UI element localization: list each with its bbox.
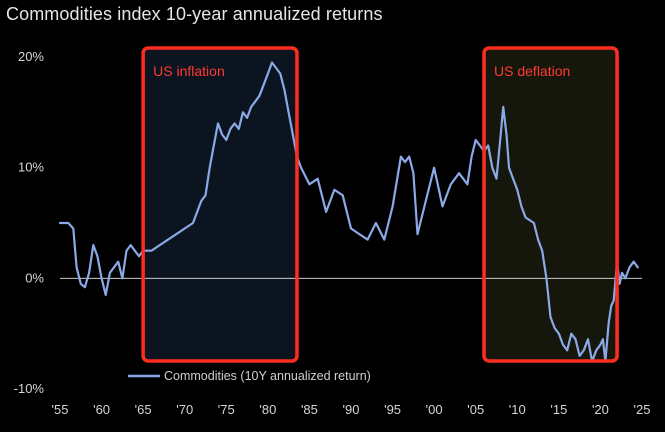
y-tick-label: 10% [18,160,44,175]
x-tick-label: '00 [426,402,443,417]
x-tick-label: '95 [384,402,401,417]
chart-title: Commodities index 10-year annualized ret… [6,4,383,24]
annotation-region-fill [143,48,297,361]
x-tick-label: '85 [301,402,318,417]
x-tick-label: '05 [467,402,484,417]
x-tick-label: '80 [259,402,276,417]
annotation-box [141,46,299,363]
legend-label: Commodities (10Y annualized return) [164,369,371,383]
x-tick-label: '25 [634,402,651,417]
x-tick-label: '60 [93,402,110,417]
x-tick-label: '15 [550,402,567,417]
x-tick-label: '75 [218,402,235,417]
x-tick-label: '90 [343,402,360,417]
x-tick-label: '65 [135,402,152,417]
x-tick-label: '20 [592,402,609,417]
y-tick-label: -10% [14,381,45,396]
annotation-label: US deflation [494,63,570,79]
series-line [58,61,639,363]
y-tick-label: 0% [25,270,44,285]
x-tick-label: '55 [52,402,69,417]
annotation-label: US inflation [153,63,225,79]
x-tick-label: '70 [176,402,193,417]
annotation-box [482,46,619,363]
x-tick-label: '10 [509,402,526,417]
y-tick-label: 20% [18,49,44,64]
